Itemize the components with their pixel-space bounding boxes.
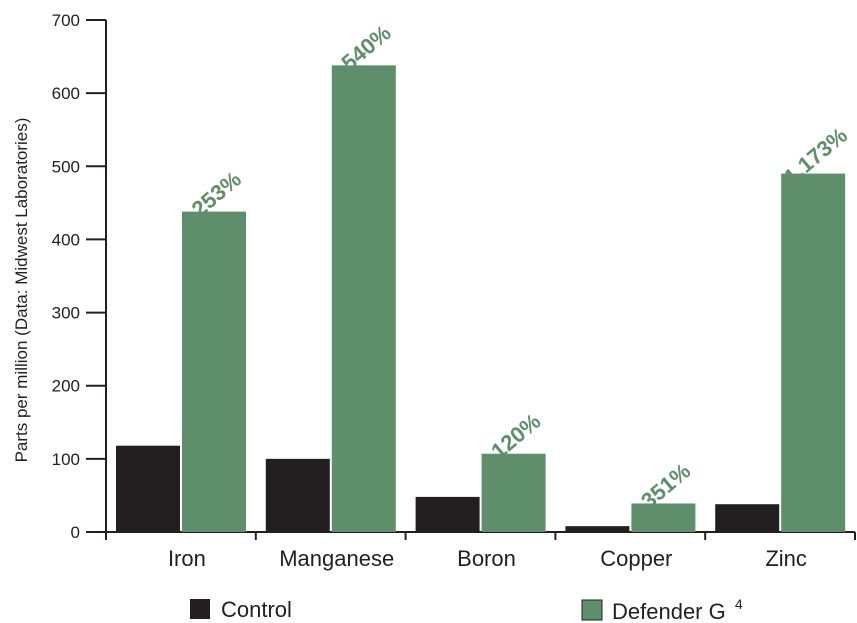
- legend-label-defender: Defender G 4: [612, 596, 743, 623]
- bar-control-boron: [415, 496, 480, 532]
- y-tick-label: 400: [52, 230, 80, 249]
- category-label-boron: Boron: [457, 546, 516, 571]
- category-label-iron: Iron: [168, 546, 206, 571]
- bar-control-iron: [116, 445, 180, 532]
- bar-defender-manganese: [331, 65, 396, 532]
- bar-defender-boron: [481, 453, 546, 532]
- bar-control-manganese: [265, 458, 330, 532]
- y-tick-label: 300: [52, 304, 80, 323]
- y-tick-label: 100: [52, 450, 80, 469]
- category-labels: Iron Manganese Boron Copper Zinc: [168, 546, 807, 571]
- category-label-manganese: Manganese: [279, 546, 394, 571]
- bars: [116, 65, 846, 533]
- y-axis: 0 100 200 300 400 500 600 700: [52, 11, 107, 542]
- y-tick-label: 700: [52, 11, 80, 30]
- y-axis-label: Parts per million (Data: Midwest Laborat…: [12, 118, 31, 463]
- category-label-copper: Copper: [600, 546, 672, 571]
- increase-labels: 253%540%120%351%1,173%: [187, 20, 852, 513]
- bar-defender-iron: [182, 211, 246, 533]
- bar-defender-copper: [631, 503, 696, 532]
- x-axis: [106, 531, 856, 540]
- legend-label-defender-main: Defender G: [612, 599, 726, 623]
- bar-control-zinc: [715, 504, 780, 532]
- y-tick-label: 500: [52, 157, 80, 176]
- legend-label-defender-sup: 4: [735, 596, 743, 612]
- y-tick-label: 600: [52, 84, 80, 103]
- legend: Control Defender G 4: [190, 596, 743, 623]
- category-label-zinc: Zinc: [765, 546, 807, 571]
- legend-label-control: Control: [221, 597, 292, 622]
- legend-swatch-control: [190, 599, 210, 619]
- y-tick-label: 0: [71, 523, 80, 542]
- bar-control-copper: [565, 526, 630, 532]
- bar-defender-zinc: [781, 173, 846, 532]
- y-tick-label: 200: [52, 377, 80, 396]
- legend-swatch-defender: [581, 599, 603, 621]
